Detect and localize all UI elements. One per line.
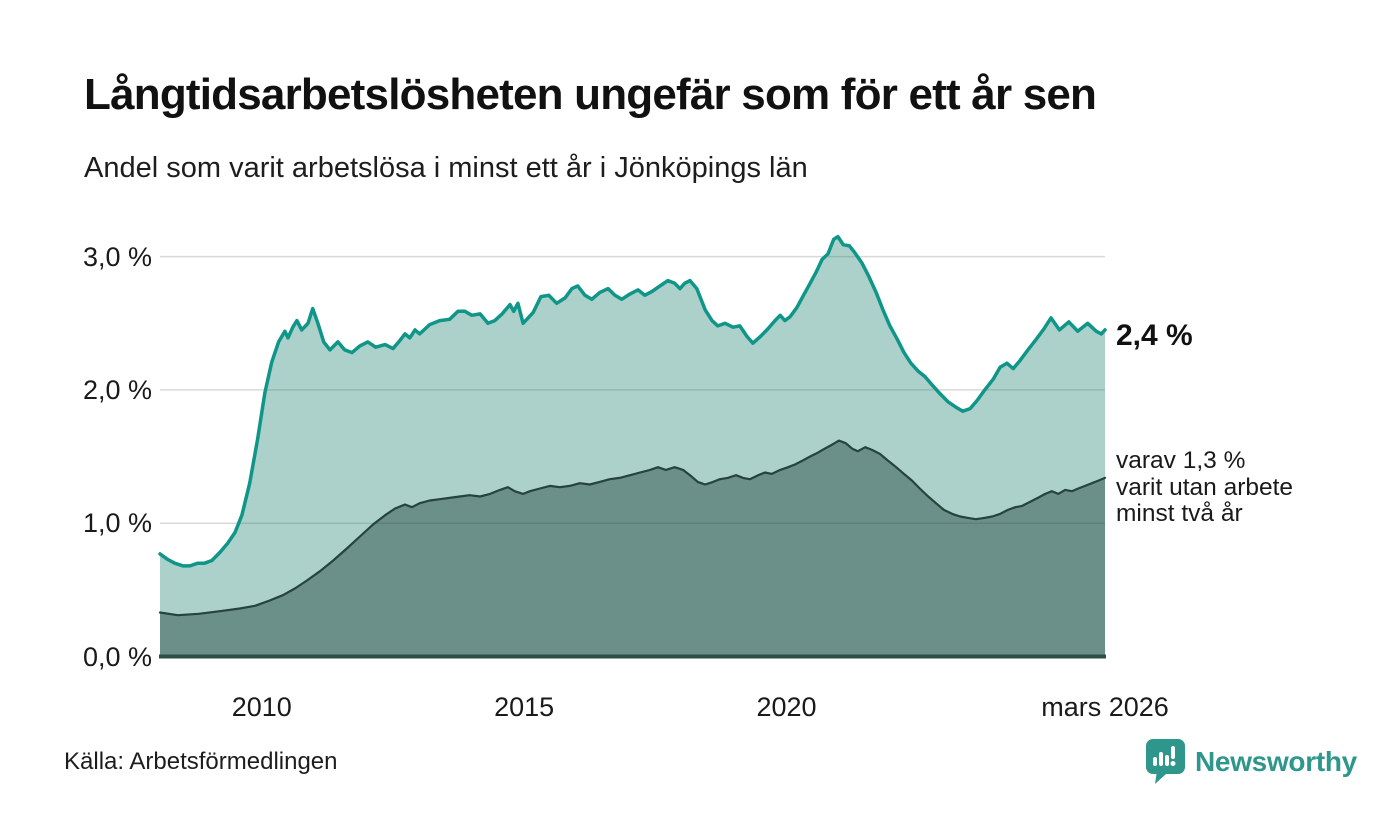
y-tick-label: 2,0 % bbox=[82, 374, 152, 405]
latest-value-label: 2,4 % bbox=[1116, 319, 1193, 352]
y-tick-label: 0,0 % bbox=[82, 641, 152, 672]
y-tick-label: 1,0 % bbox=[82, 508, 152, 539]
x-tick-label: 2020 bbox=[756, 692, 817, 722]
chart-subtitle: Andel som varit arbetslösa i minst ett å… bbox=[84, 152, 808, 184]
x-tick-label: 2010 bbox=[231, 692, 292, 722]
two-year-annotation-line: varit utan arbete bbox=[1116, 473, 1294, 501]
newsworthy-logo: Newsworthy bbox=[1144, 738, 1357, 786]
two-year-annotation: varav 1,3 % varit utan arbete minst två … bbox=[1116, 447, 1294, 528]
two-year-annotation-line: varav 1,3 % bbox=[1116, 447, 1246, 474]
plot-area bbox=[158, 234, 1107, 659]
y-tick-label: 3,0 % bbox=[82, 241, 152, 272]
source-note: Källa: Arbetsförmedlingen bbox=[64, 748, 338, 775]
x-tick-label: mars 2026 bbox=[1041, 692, 1169, 722]
chart-title: Långtidsarbetslösheten ungefär som för e… bbox=[84, 70, 1097, 119]
newsworthy-wordmark: Newsworthy bbox=[1195, 746, 1357, 777]
newsworthy-icon bbox=[1146, 739, 1185, 784]
x-tick-label: 2015 bbox=[494, 692, 555, 722]
two-year-annotation-line: minst två år bbox=[1116, 500, 1243, 527]
